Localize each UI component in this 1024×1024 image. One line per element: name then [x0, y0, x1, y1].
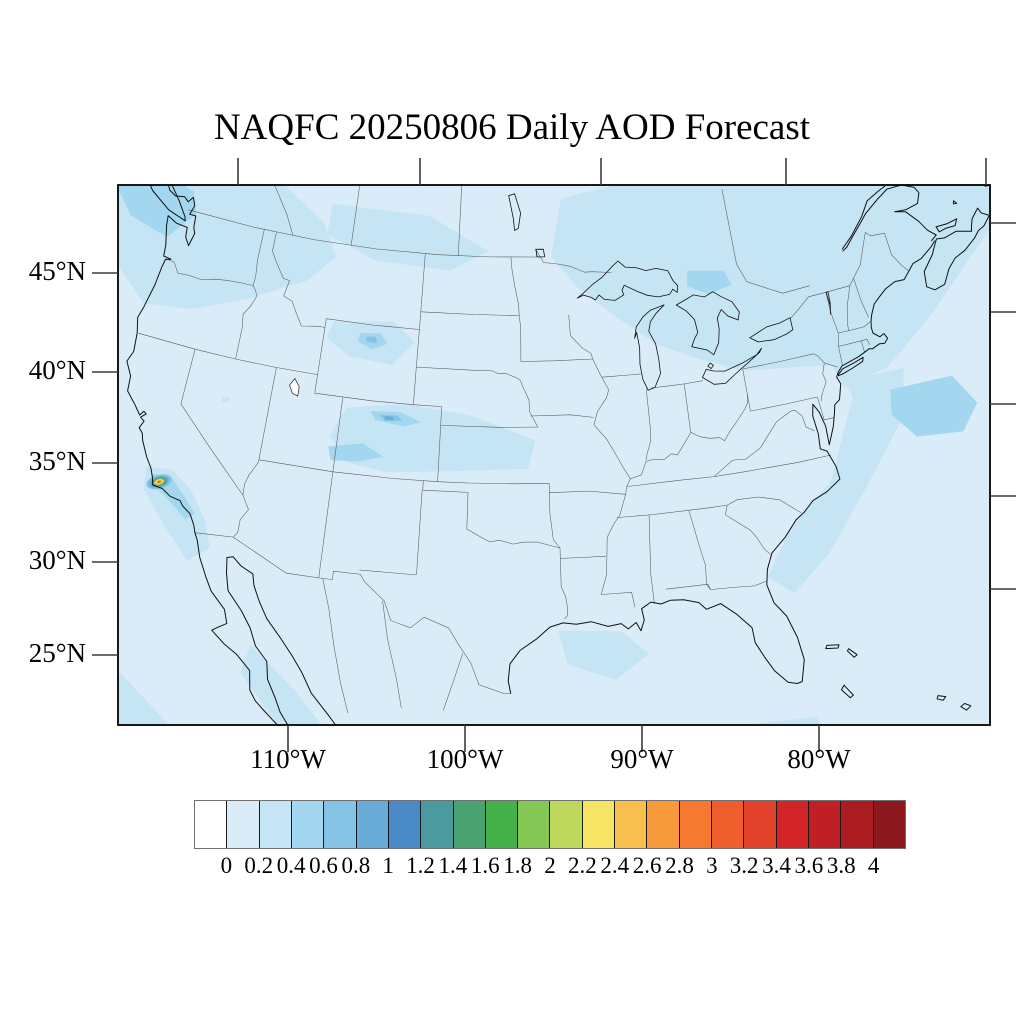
colorbar-cell-1 [227, 801, 260, 848]
aod-patch-level-2 [767, 367, 904, 594]
colorbar-cell-10 [518, 801, 551, 848]
lon-tick-label: 110°W [250, 744, 326, 774]
colorbar-cell-9 [485, 801, 519, 848]
colorbar-cell-8 [453, 801, 486, 848]
colorbar-tick-label: 0 [220, 853, 233, 878]
colorbar-cell-16 [712, 801, 745, 848]
aod-patch-level-3 [686, 270, 732, 295]
colorbar [194, 800, 906, 849]
lat-tick-label: 30°N [28, 545, 86, 575]
colorbar-cell-18 [776, 801, 809, 848]
colorbar-tick-label: 1.4 [438, 853, 468, 878]
aod-patch-level-2 [221, 396, 231, 403]
lon-tick-label: 100°W [426, 744, 504, 774]
colorbar-tick-label: 0.8 [341, 853, 371, 878]
great-lakes-outlines [508, 193, 831, 391]
colorbar-cell-6 [388, 801, 422, 848]
colorbar-cell-17 [744, 801, 777, 848]
colorbar-cell-0 [195, 801, 228, 848]
axis-ticks [92, 158, 1016, 752]
socal-aod-hotspot [146, 474, 172, 490]
colorbar-cell-3 [291, 801, 325, 848]
great-salt-lake [289, 377, 300, 397]
colorbar-tick-label: 2.6 [632, 853, 662, 878]
map-content [118, 185, 990, 725]
colorbar-cell-4 [324, 801, 357, 848]
aod-patch-level-3 [118, 185, 197, 238]
colorbar-tick-label: 1.8 [503, 853, 532, 878]
colorbar-tick-label: 0.2 [244, 853, 274, 878]
aod-contour-fills [118, 185, 990, 725]
colorbar-tick-label: 3.2 [729, 853, 759, 878]
colorbar-tick-label: 2.8 [665, 853, 694, 878]
colorbar-cell-7 [421, 801, 454, 848]
lat-tick-label: 35°N [28, 446, 86, 476]
aod-patch-level-2 [327, 203, 489, 271]
colorbar-cell-19 [808, 801, 842, 848]
plot-title: NAQFC 20250806 Daily AOD Forecast [213, 107, 811, 148]
colorbar-tick-label: 2.4 [600, 853, 630, 878]
lat-tick-label: 25°N [28, 638, 86, 668]
colorbar-tick-label: 3.6 [794, 853, 824, 878]
colorbar-tick-label: 2 [544, 853, 556, 878]
colorbar-cell-5 [356, 801, 389, 848]
pacific-coastline [126, 185, 337, 725]
colorbar-cell-20 [841, 801, 874, 848]
aod-patch-level-3 [328, 443, 384, 462]
aod-patch-level-2 [744, 716, 822, 725]
aod-patch-level-2 [118, 672, 169, 725]
aod-patch-level-2 [558, 630, 649, 680]
colorbar-cell-11 [550, 801, 583, 848]
aod-patch-level-5 [384, 416, 394, 420]
aod-patch-level-4 [366, 336, 377, 344]
colorbar-tick-label: 3.4 [762, 853, 791, 878]
map-frame [117, 184, 991, 726]
colorbar-tick-label: 3.8 [826, 853, 856, 878]
colorbar-cell-13 [615, 801, 648, 848]
colorbar-tick-label: 3 [706, 853, 718, 878]
colorbar-cell-2 [259, 801, 292, 848]
aod-patch-level-2 [240, 645, 322, 725]
colorbar-cell-15 [679, 801, 712, 848]
colorbar-cell-14 [647, 801, 680, 848]
hotspot-ring-level-16 [158, 481, 161, 483]
lon-tick-label: 90°W [610, 744, 674, 774]
colorbar-cell-21 [873, 801, 905, 848]
lat-tick-label: 40°N [28, 355, 86, 385]
colorbar-tick-label: 0.6 [309, 853, 338, 878]
colorbar-tick-label: 0.4 [276, 853, 306, 878]
state-borders [138, 185, 910, 714]
gulf-atlantic-coastline [507, 240, 936, 694]
lon-tick-label: 80°W [787, 744, 851, 774]
colorbar-tick-label: 4 [867, 853, 880, 878]
aod-patch-level-3 [890, 375, 978, 437]
colorbar-cell-12 [582, 801, 616, 848]
colorbar-tick-label: 1.6 [470, 853, 500, 878]
colorbar-tick-label: 2.2 [567, 853, 597, 878]
lat-tick-label: 45°N [28, 256, 86, 286]
colorbar-tick-label: 1 [382, 853, 394, 878]
coastlines [126, 185, 990, 725]
colorbar-tick-label: 1.2 [406, 853, 435, 878]
